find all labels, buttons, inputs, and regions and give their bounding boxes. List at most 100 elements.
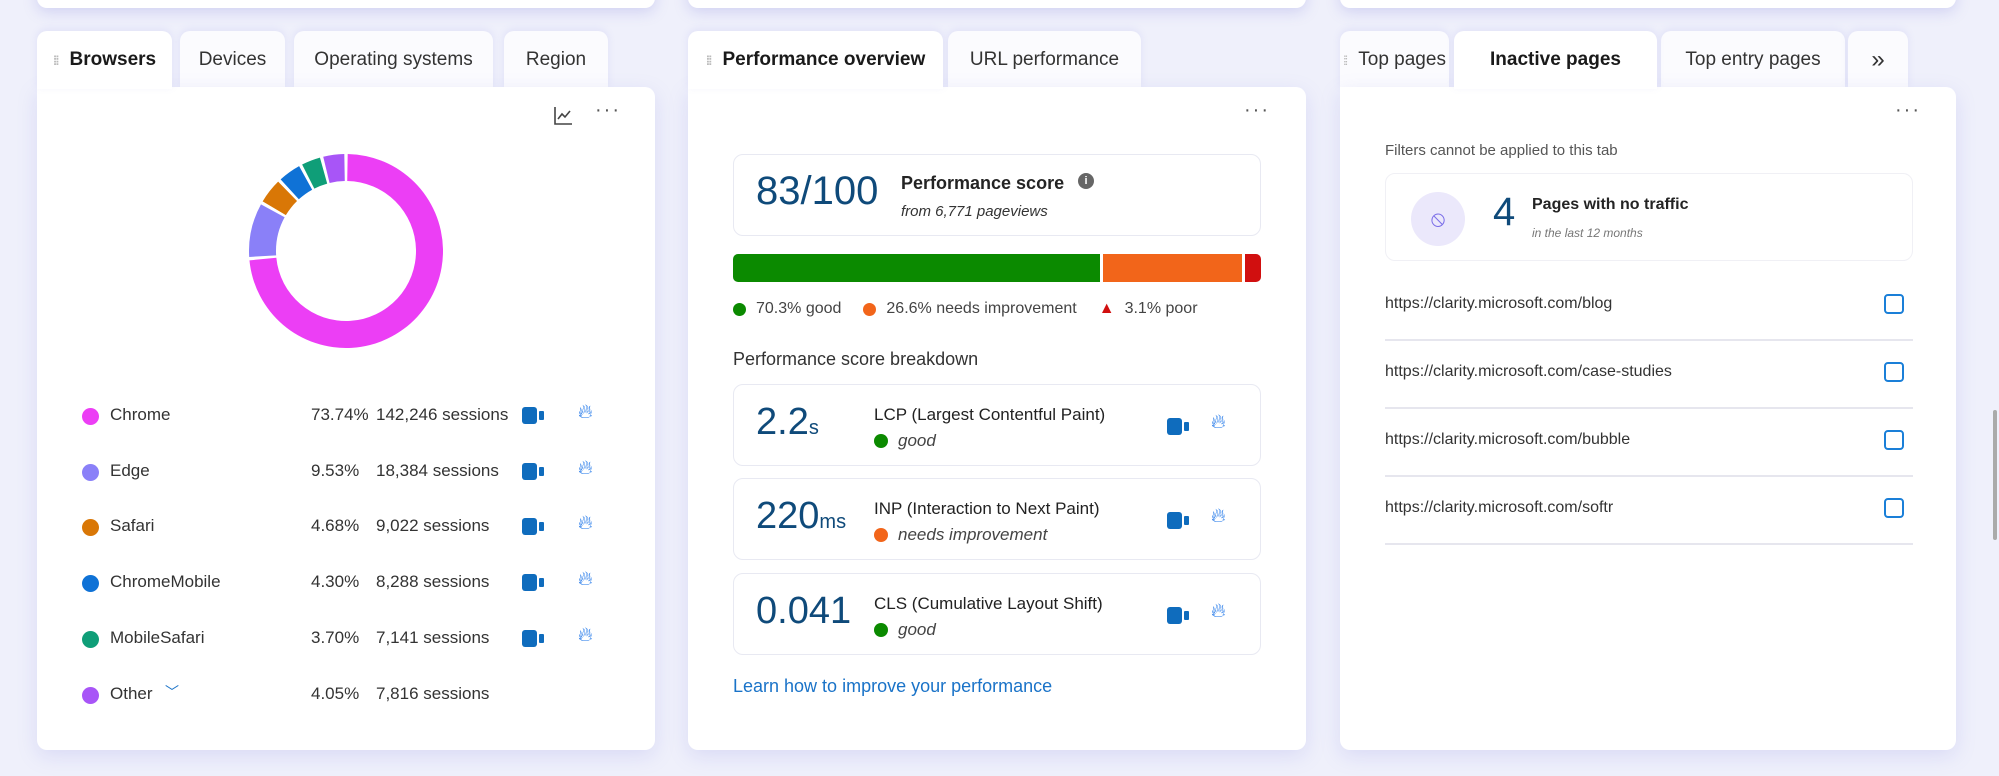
needs-improvement-dot-icon xyxy=(863,302,877,316)
browser-name: Other xyxy=(110,684,153,703)
inactive-page-url: https://clarity.microsoft.com/softr xyxy=(1385,499,1614,516)
donut-slice-chromemobile[interactable] xyxy=(280,166,313,200)
row-divider xyxy=(1385,543,1913,545)
metric-value: 0.041 xyxy=(756,590,851,633)
more-tabs-button[interactable]: » xyxy=(1848,31,1908,89)
status-dot-icon xyxy=(874,623,888,637)
tab-label: URL performance xyxy=(969,49,1120,70)
recordings-video-icon[interactable] xyxy=(1167,512,1189,529)
tab-performance-overview[interactable]: ⁞⁞ Performance overview xyxy=(688,31,943,89)
open-external-icon[interactable] xyxy=(1884,294,1904,314)
scrollbar-thumb[interactable] xyxy=(1993,410,1997,540)
heatmap-flame-icon[interactable]: 🔥︎ xyxy=(578,401,593,423)
legend-label: 3.1% poor xyxy=(1124,300,1198,317)
tab-browsers[interactable]: ⁞⁞ Browsers xyxy=(37,31,172,89)
good-dot-icon xyxy=(733,302,746,316)
learn-more-link[interactable]: Learn how to improve your performance xyxy=(733,676,1053,696)
legend-dot-icon xyxy=(82,408,99,425)
heatmap-flame-icon[interactable]: 🔥︎ xyxy=(578,512,593,534)
heatmap-flame-icon[interactable]: 🔥︎ xyxy=(578,568,593,590)
score-label: Performance score xyxy=(901,173,1065,193)
recordings-video-icon[interactable] xyxy=(1167,418,1189,435)
trend-chart-icon[interactable] xyxy=(552,105,574,127)
tab-operating-systems[interactable]: Operating systems xyxy=(294,31,493,89)
row-divider xyxy=(1385,407,1913,409)
tab-label: Operating systems xyxy=(314,49,473,70)
tab-devices[interactable]: Devices xyxy=(180,31,285,89)
browser-row[interactable]: Other 4.05% 7,816 sessions ﹀ xyxy=(37,680,655,710)
status-text: good xyxy=(898,620,936,639)
distribution-legend: 70.3% good 26.6% needs improvement ▲ 3.1%… xyxy=(733,300,1198,318)
browser-row[interactable]: MobileSafari 3.70% 7,141 sessions 🔥︎ xyxy=(37,624,655,654)
browser-sessions: 9,022 sessions xyxy=(376,516,490,535)
recordings-video-icon[interactable] xyxy=(522,630,544,647)
donut-slice-safari[interactable] xyxy=(262,181,298,216)
browser-name: Safari xyxy=(110,516,155,535)
browser-row[interactable]: Edge 9.53% 18,384 sessions 🔥︎ xyxy=(37,457,655,487)
recordings-video-icon[interactable] xyxy=(522,574,544,591)
heatmap-flame-icon[interactable]: 🔥︎ xyxy=(1211,505,1226,527)
open-external-icon[interactable] xyxy=(1884,362,1904,382)
browser-row[interactable]: Safari 4.68% 9,022 sessions 🔥︎ xyxy=(37,512,655,542)
inactive-page-url: https://clarity.microsoft.com/case-studi… xyxy=(1385,363,1672,380)
open-external-icon[interactable] xyxy=(1884,498,1904,518)
metric-card: 0.041 CLS (Cumulative Layout Shift) good… xyxy=(733,573,1261,655)
browser-name: ChromeMobile xyxy=(110,572,221,591)
metric-unit: s xyxy=(808,417,819,439)
metric-value: 220ms xyxy=(756,495,846,538)
donut-slice-mobilesafari[interactable] xyxy=(302,157,328,189)
status-text: good xyxy=(898,431,936,450)
browser-row[interactable]: Chrome 73.74% 142,246 sessions 🔥︎ xyxy=(37,401,655,431)
tab-label: Region xyxy=(525,49,587,70)
browser-sessions: 8,288 sessions xyxy=(376,572,490,591)
glasses-off-icon: ⦸ xyxy=(1411,192,1465,246)
metric-number: 2.2 xyxy=(756,401,809,443)
heatmap-flame-icon[interactable]: 🔥︎ xyxy=(578,457,593,479)
heatmap-flame-icon[interactable]: 🔥︎ xyxy=(1211,600,1226,622)
metric-card: 2.2s LCP (Largest Contentful Paint) good… xyxy=(733,384,1261,466)
open-external-icon[interactable] xyxy=(1884,430,1904,450)
row-divider xyxy=(1385,475,1913,477)
drag-handle-icon[interactable]: ⁞⁞ xyxy=(52,52,60,68)
panel-above xyxy=(37,0,655,8)
metric-number: 220 xyxy=(756,495,820,537)
drag-handle-icon[interactable]: ⁞⁞ xyxy=(705,52,713,68)
recordings-video-icon[interactable] xyxy=(1167,607,1189,624)
donut-slice-edge[interactable] xyxy=(249,204,285,257)
browser-name: Chrome xyxy=(110,405,171,424)
drag-handle-icon[interactable]: ⁞⁞ xyxy=(1343,52,1348,68)
more-options-button[interactable]: ··· xyxy=(1895,99,1921,121)
tab-url-performance[interactable]: URL performance xyxy=(948,31,1141,89)
tab-label: Browsers xyxy=(69,49,157,70)
score-value: 83/100 xyxy=(756,169,879,213)
metric-number: 0.041 xyxy=(756,590,852,632)
tab-region[interactable]: Region xyxy=(504,31,608,89)
browser-percentage: 9.53% xyxy=(311,461,360,480)
heatmap-flame-icon[interactable]: 🔥︎ xyxy=(578,624,593,646)
tab-inactive-pages[interactable]: Inactive pages xyxy=(1454,31,1657,89)
no-traffic-count: 4 xyxy=(1493,190,1516,234)
info-icon[interactable]: i xyxy=(1078,173,1094,189)
recordings-video-icon[interactable] xyxy=(522,518,544,535)
recordings-video-icon[interactable] xyxy=(522,407,544,424)
legend-poor: ▲ 3.1% poor xyxy=(1099,300,1198,318)
status-dot-icon xyxy=(874,434,888,448)
recordings-video-icon[interactable] xyxy=(522,463,544,480)
tab-top-pages[interactable]: ⁞⁞ Top pages xyxy=(1340,31,1449,89)
status-text: needs improvement xyxy=(898,525,1048,544)
double-chevron-icon: » xyxy=(1871,46,1885,73)
browser-name: Edge xyxy=(110,461,150,480)
donut-slice-other[interactable] xyxy=(323,154,345,183)
more-options-button[interactable]: ··· xyxy=(595,99,621,121)
heatmap-flame-icon[interactable]: 🔥︎ xyxy=(1211,411,1226,433)
score-subtitle: from 6,771 pageviews xyxy=(901,203,1048,220)
tab-top-entry-pages[interactable]: Top entry pages xyxy=(1661,31,1845,89)
browser-name: MobileSafari xyxy=(110,628,205,647)
no-traffic-subtitle: in the last 12 months xyxy=(1532,226,1643,240)
more-options-button[interactable]: ··· xyxy=(1244,99,1270,121)
tab-label: Inactive pages xyxy=(1490,49,1621,70)
distribution-segment xyxy=(733,254,1100,282)
legend-dot-icon xyxy=(82,519,99,536)
chevron-down-icon[interactable]: ﹀ xyxy=(165,684,179,700)
browser-row[interactable]: ChromeMobile 4.30% 8,288 sessions 🔥︎ xyxy=(37,568,655,598)
